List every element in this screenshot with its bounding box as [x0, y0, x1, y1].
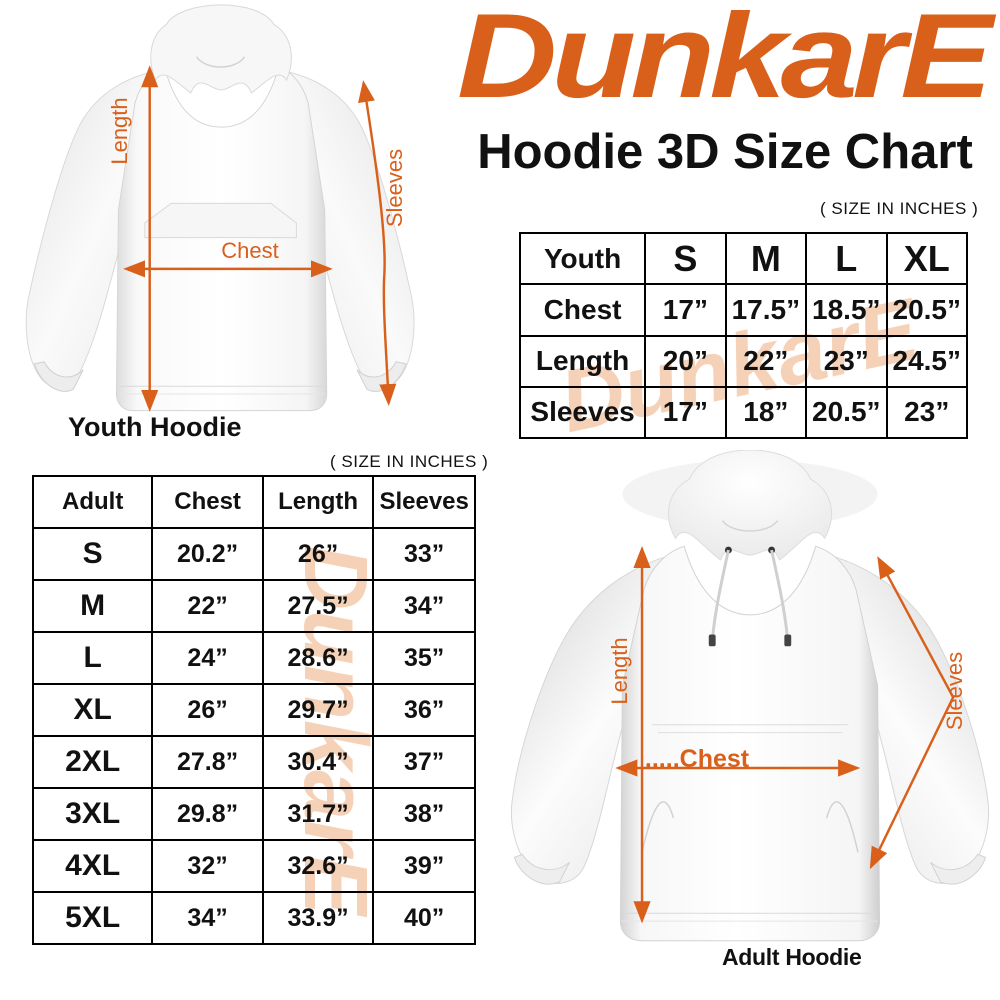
svg-text:DunkarE: DunkarE — [457, 0, 997, 123]
